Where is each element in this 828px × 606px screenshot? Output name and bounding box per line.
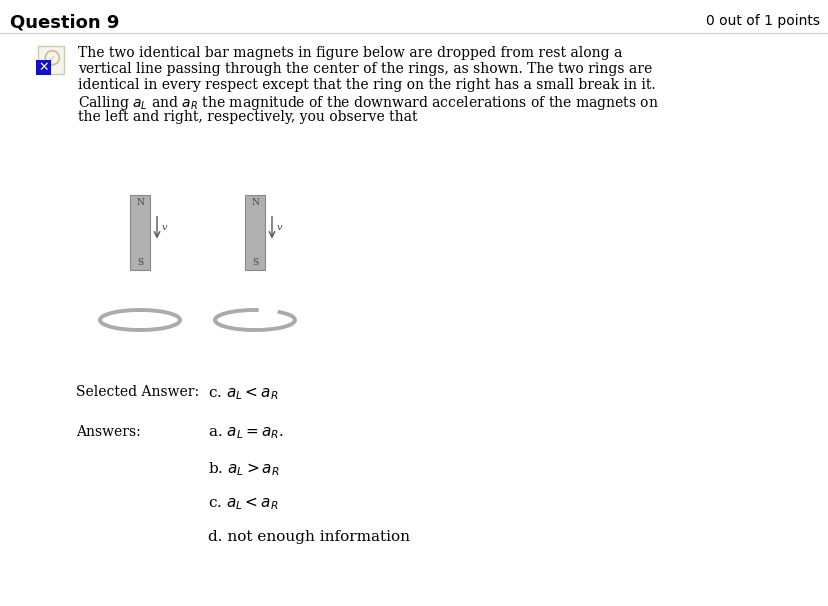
- FancyBboxPatch shape: [38, 46, 64, 74]
- Text: S: S: [137, 258, 143, 267]
- Text: Calling $a_L$ and $a_R$ the magnitude of the downward accelerations of the magne: Calling $a_L$ and $a_R$ the magnitude of…: [78, 94, 658, 112]
- Text: N: N: [251, 198, 258, 207]
- Text: vertical line passing through the center of the rings, as shown. The two rings a: vertical line passing through the center…: [78, 62, 652, 76]
- Text: identical in every respect except that the ring on the right has a small break i: identical in every respect except that t…: [78, 78, 655, 92]
- Text: S: S: [252, 258, 258, 267]
- Text: the left and right, respectively, you observe that: the left and right, respectively, you ob…: [78, 110, 417, 124]
- Text: Selected Answer:: Selected Answer:: [76, 385, 199, 399]
- Text: 0 out of 1 points: 0 out of 1 points: [705, 14, 819, 28]
- Text: Question 9: Question 9: [10, 14, 119, 32]
- FancyBboxPatch shape: [36, 60, 51, 75]
- Text: N: N: [136, 198, 144, 207]
- Text: c. $a_L < a_R$: c. $a_L < a_R$: [208, 495, 278, 511]
- Text: b. $a_L > a_R$: b. $a_L > a_R$: [208, 460, 279, 478]
- Text: ✓: ✓: [49, 55, 55, 63]
- Text: The two identical bar magnets in figure below are dropped from rest along a: The two identical bar magnets in figure …: [78, 46, 622, 60]
- Text: a. $a_L = a_R$.: a. $a_L = a_R$.: [208, 425, 283, 441]
- Bar: [130, 195, 150, 270]
- Text: v: v: [161, 223, 167, 232]
- Text: ✕: ✕: [38, 61, 49, 74]
- Text: v: v: [277, 223, 282, 232]
- Text: d. not enough information: d. not enough information: [208, 530, 410, 544]
- Text: Answers:: Answers:: [76, 425, 141, 439]
- Text: c. $a_L < a_R$: c. $a_L < a_R$: [208, 385, 278, 402]
- Bar: [245, 195, 265, 270]
